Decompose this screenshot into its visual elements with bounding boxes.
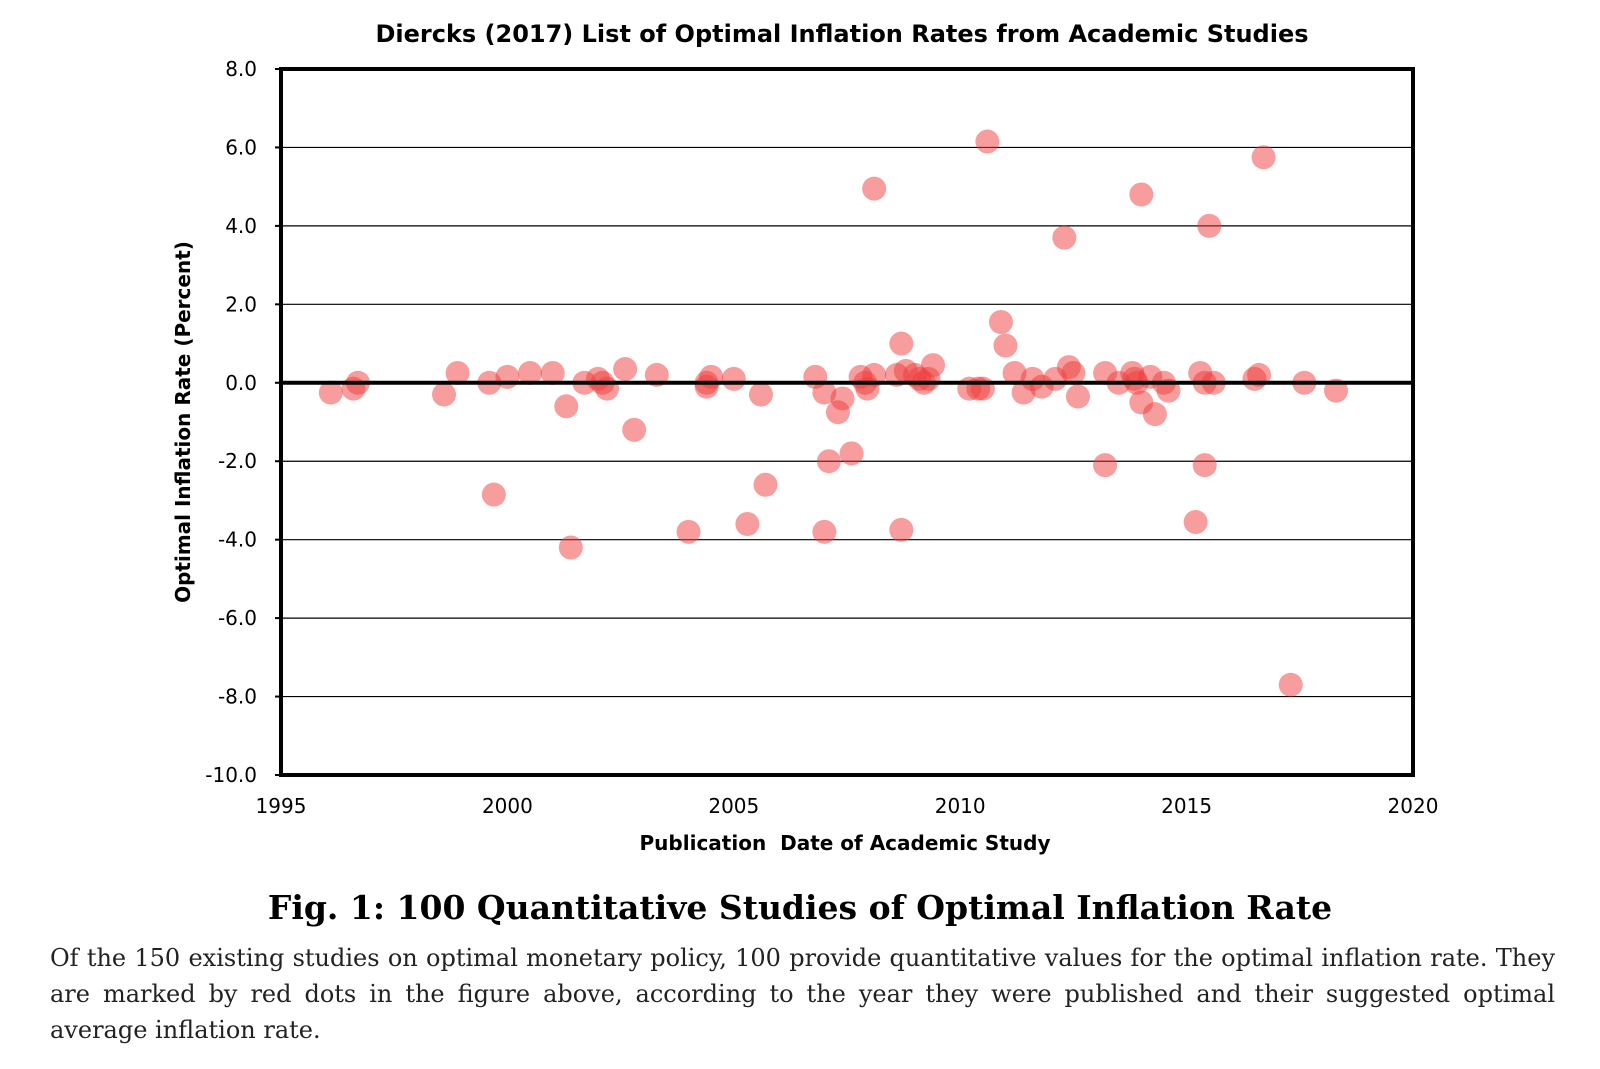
data-point xyxy=(1142,402,1167,427)
data-point xyxy=(558,535,583,560)
data-point xyxy=(812,519,837,544)
data-point xyxy=(481,482,506,507)
data-point xyxy=(1251,145,1276,170)
data-point xyxy=(676,519,701,544)
y-axis-title: Optimal Inflation Rate (Percent) xyxy=(171,241,195,603)
data-point xyxy=(862,176,887,201)
x-axis-title: Publication Date of Academic Study xyxy=(640,831,1051,855)
y-tick-label: 6.0 xyxy=(225,135,257,159)
data-point xyxy=(970,376,995,401)
chart-title: Diercks (2017) List of Optimal Inflation… xyxy=(375,20,1308,48)
y-tick-label: -8.0 xyxy=(218,685,257,709)
y-tick-label: 2.0 xyxy=(225,292,257,316)
data-point xyxy=(889,517,914,542)
y-tick-label: 0.0 xyxy=(225,371,257,395)
data-point xyxy=(694,374,719,399)
data-point xyxy=(993,333,1018,358)
data-points xyxy=(318,129,1349,697)
data-point xyxy=(988,309,1013,334)
y-tick-label: 8.0 xyxy=(225,57,257,81)
data-point xyxy=(495,364,520,389)
data-point xyxy=(735,511,760,536)
figure-caption-text: Of the 150 existing studies on optimal m… xyxy=(50,944,1555,1044)
x-tick-label: 2020 xyxy=(1388,794,1439,818)
data-point xyxy=(1061,360,1086,385)
data-point xyxy=(1183,510,1208,535)
data-point xyxy=(839,441,864,466)
x-tick-label: 1995 xyxy=(256,794,307,818)
data-point xyxy=(554,394,579,419)
data-point xyxy=(816,449,841,474)
data-point xyxy=(812,380,837,405)
data-point xyxy=(1278,672,1303,697)
data-point xyxy=(721,366,746,391)
data-point xyxy=(753,472,778,497)
y-tick-label: -6.0 xyxy=(218,606,257,630)
data-point xyxy=(613,357,638,382)
figure-caption-title: Fig. 1: 100 Quantitative Studies of Opti… xyxy=(267,888,1333,927)
data-point xyxy=(1093,453,1118,478)
data-point xyxy=(432,382,457,407)
scatter-chart: Diercks (2017) List of Optimal Inflation… xyxy=(171,20,1439,855)
data-point xyxy=(975,129,1000,154)
x-tick-label: 2015 xyxy=(1161,794,1212,818)
data-point xyxy=(748,382,773,407)
plot-frame xyxy=(279,67,1415,777)
data-point xyxy=(1192,453,1217,478)
gridlines xyxy=(281,146,1413,698)
y-tick-label: 4.0 xyxy=(225,214,257,238)
data-point xyxy=(1052,225,1077,250)
data-point xyxy=(595,376,620,401)
data-point xyxy=(318,380,343,405)
y-tick-label: -2.0 xyxy=(218,449,257,473)
data-point xyxy=(1065,384,1090,409)
data-point xyxy=(921,353,946,378)
y-axis-ticks: 8.0 6.0 4.0 2.0 0.0 -2.0 -4.0 -6.0 -8.0 -10.0 xyxy=(205,57,281,787)
data-point xyxy=(518,360,543,385)
y-tick-label: -4.0 xyxy=(218,528,257,552)
data-point xyxy=(445,360,470,385)
data-point xyxy=(889,331,914,356)
data-point xyxy=(622,417,647,442)
data-point xyxy=(1002,360,1027,385)
data-point xyxy=(540,360,565,385)
x-tick-label: 2000 xyxy=(482,794,533,818)
x-tick-label: 2005 xyxy=(708,794,759,818)
y-tick-label: -10.0 xyxy=(205,763,257,787)
data-point xyxy=(830,386,855,411)
data-point xyxy=(1129,182,1154,207)
data-point xyxy=(1197,213,1222,238)
x-axis-ticks: 1995 2000 2005 2010 2015 2020 xyxy=(256,794,1439,818)
x-tick-label: 2010 xyxy=(935,794,986,818)
